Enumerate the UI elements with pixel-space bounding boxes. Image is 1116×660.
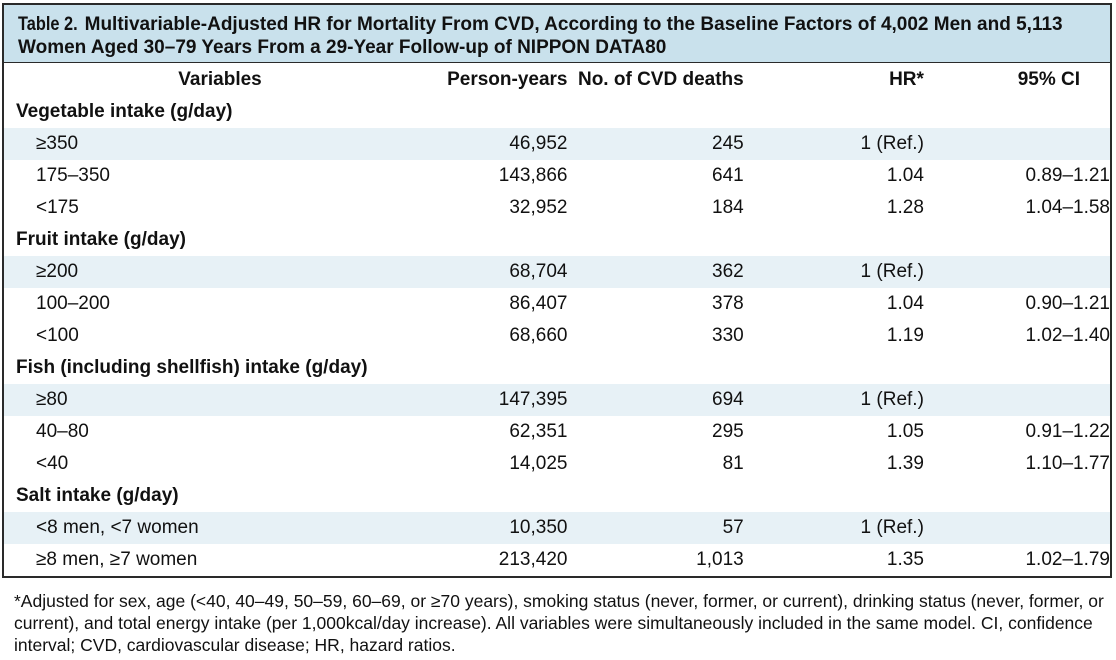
cell-hr: 1.19 (886, 325, 924, 346)
cell-variable: <175 (36, 197, 79, 218)
cell-ci: 1.10–1.77 (1025, 453, 1110, 474)
cell-person-years: 46,952 (436, 128, 568, 160)
group-heading: Fish (including shellfish) intake (g/day… (16, 357, 368, 378)
group-heading: Fruit intake (g/day) (16, 229, 186, 250)
cell-hr: 1 (Ref.) (743, 512, 924, 544)
header-variables: Variables (178, 68, 262, 90)
data-table: Variables Person-years No. of CVD deaths… (4, 63, 1110, 576)
table-row: 175–350 143,866 641 1.04 0.89–1.21 (4, 160, 1110, 192)
cell-hr: 1 (Ref.) (743, 384, 924, 416)
cell-variable: ≥200 (4, 256, 437, 288)
table-body: Vegetable intake (g/day) ≥350 46,952 245 1 (… (4, 96, 1110, 576)
group-row: Fish (including shellfish) intake (g/day… (4, 352, 1110, 384)
table-row: <100 68,660 330 1.19 1.02–1.40 (4, 320, 1110, 352)
cell-variable: 175–350 (36, 165, 110, 186)
cell-person-years: 62,351 (509, 421, 568, 442)
table-footnote: *Adjusted for sex, age (<40, 40–49, 50–5… (14, 591, 1104, 655)
cell-hr: 1.05 (886, 421, 924, 442)
cell-person-years: 86,407 (509, 293, 568, 314)
cell-ci: 1.02–1.79 (1025, 549, 1110, 570)
cell-hr: 1.35 (886, 549, 924, 570)
header-ci: 95% CI (1017, 68, 1080, 90)
cell-hr: 1.04 (886, 165, 924, 186)
cell-cvd-deaths: 295 (712, 421, 744, 442)
cell-cvd-deaths: 362 (567, 256, 744, 288)
cell-cvd-deaths: 184 (712, 197, 744, 218)
table-row: <8 men, <7 women 10,350 57 1 (Ref.) (4, 512, 1110, 544)
cell-ci (923, 512, 1110, 544)
cell-person-years: 14,025 (509, 453, 568, 474)
cell-ci (923, 128, 1110, 160)
cell-cvd-deaths: 245 (567, 128, 744, 160)
cell-variable: 100–200 (36, 293, 110, 314)
cell-ci (923, 384, 1110, 416)
group-heading: Vegetable intake (g/day) (16, 101, 233, 122)
table-row: ≥200 68,704 362 1 (Ref.) (4, 256, 1110, 288)
cell-hr: 1.04 (886, 293, 924, 314)
cell-cvd-deaths: 694 (567, 384, 744, 416)
cell-cvd-deaths: 57 (567, 512, 744, 544)
cell-hr: 1.28 (886, 197, 924, 218)
group-row: Vegetable intake (g/day) (4, 96, 1110, 128)
cell-person-years: 147,395 (436, 384, 568, 416)
table-row: 40–80 62,351 295 1.05 0.91–1.22 (4, 416, 1110, 448)
group-row: Fruit intake (g/day) (4, 224, 1110, 256)
cell-variable: 40–80 (36, 421, 89, 442)
header-hr: HR* (889, 68, 924, 90)
cell-cvd-deaths: 1,013 (696, 549, 744, 570)
cell-cvd-deaths: 641 (712, 165, 744, 186)
header-cvd-deaths: No. of CVD deaths (577, 68, 744, 90)
cell-cvd-deaths: 81 (722, 453, 744, 474)
cell-ci: 1.04–1.58 (1025, 197, 1110, 218)
cell-hr: 1 (Ref.) (743, 128, 924, 160)
table-row: ≥80 147,395 694 1 (Ref.) (4, 384, 1110, 416)
cell-cvd-deaths: 330 (712, 325, 744, 346)
table-label: Table 2. (18, 14, 78, 35)
cell-variable: <8 men, <7 women (4, 512, 437, 544)
cell-person-years: 32,952 (509, 197, 568, 218)
cell-ci: 0.90–1.21 (1025, 293, 1110, 314)
cell-person-years: 213,420 (498, 549, 568, 570)
header-person-years: Person-years (447, 68, 568, 90)
table-row: ≥8 men, ≥7 women 213,420 1,013 1.35 1.02–1.7… (4, 544, 1110, 576)
group-row: Salt intake (g/day) (4, 480, 1110, 512)
cell-hr: 1 (Ref.) (743, 256, 924, 288)
cell-ci: 1.02–1.40 (1025, 325, 1110, 346)
cell-person-years: 10,350 (436, 512, 568, 544)
cell-variable: ≥350 (4, 128, 437, 160)
cell-variable: ≥8 men, ≥7 women (36, 549, 198, 570)
cell-person-years: 68,660 (509, 325, 568, 346)
cell-person-years: 143,866 (498, 165, 568, 186)
cell-cvd-deaths: 378 (712, 293, 744, 314)
cell-ci: 0.91–1.22 (1025, 421, 1110, 442)
table-caption: Table 2. Multivariable-Adjusted HR for M… (4, 5, 1110, 63)
table-frame: Table 2. Multivariable-Adjusted HR for M… (2, 3, 1112, 578)
cell-variable: <100 (36, 325, 79, 346)
table-row: ≥350 46,952 245 1 (Ref.) (4, 128, 1110, 160)
table-title: Multivariable-Adjusted HR for Mortality … (18, 14, 1063, 58)
cell-ci: 0.89–1.21 (1025, 165, 1110, 186)
header-row: Variables Person-years No. of CVD deaths… (4, 63, 1110, 96)
cell-ci (923, 256, 1110, 288)
cell-hr: 1.39 (886, 453, 924, 474)
cell-variable: ≥80 (4, 384, 437, 416)
table-row: <40 14,025 81 1.39 1.10–1.77 (4, 448, 1110, 480)
table-row: <175 32,952 184 1.28 1.04–1.58 (4, 192, 1110, 224)
cell-variable: <40 (36, 453, 69, 474)
group-heading: Salt intake (g/day) (16, 485, 179, 506)
table-row: 100–200 86,407 378 1.04 0.90–1.21 (4, 288, 1110, 320)
cell-person-years: 68,704 (436, 256, 568, 288)
